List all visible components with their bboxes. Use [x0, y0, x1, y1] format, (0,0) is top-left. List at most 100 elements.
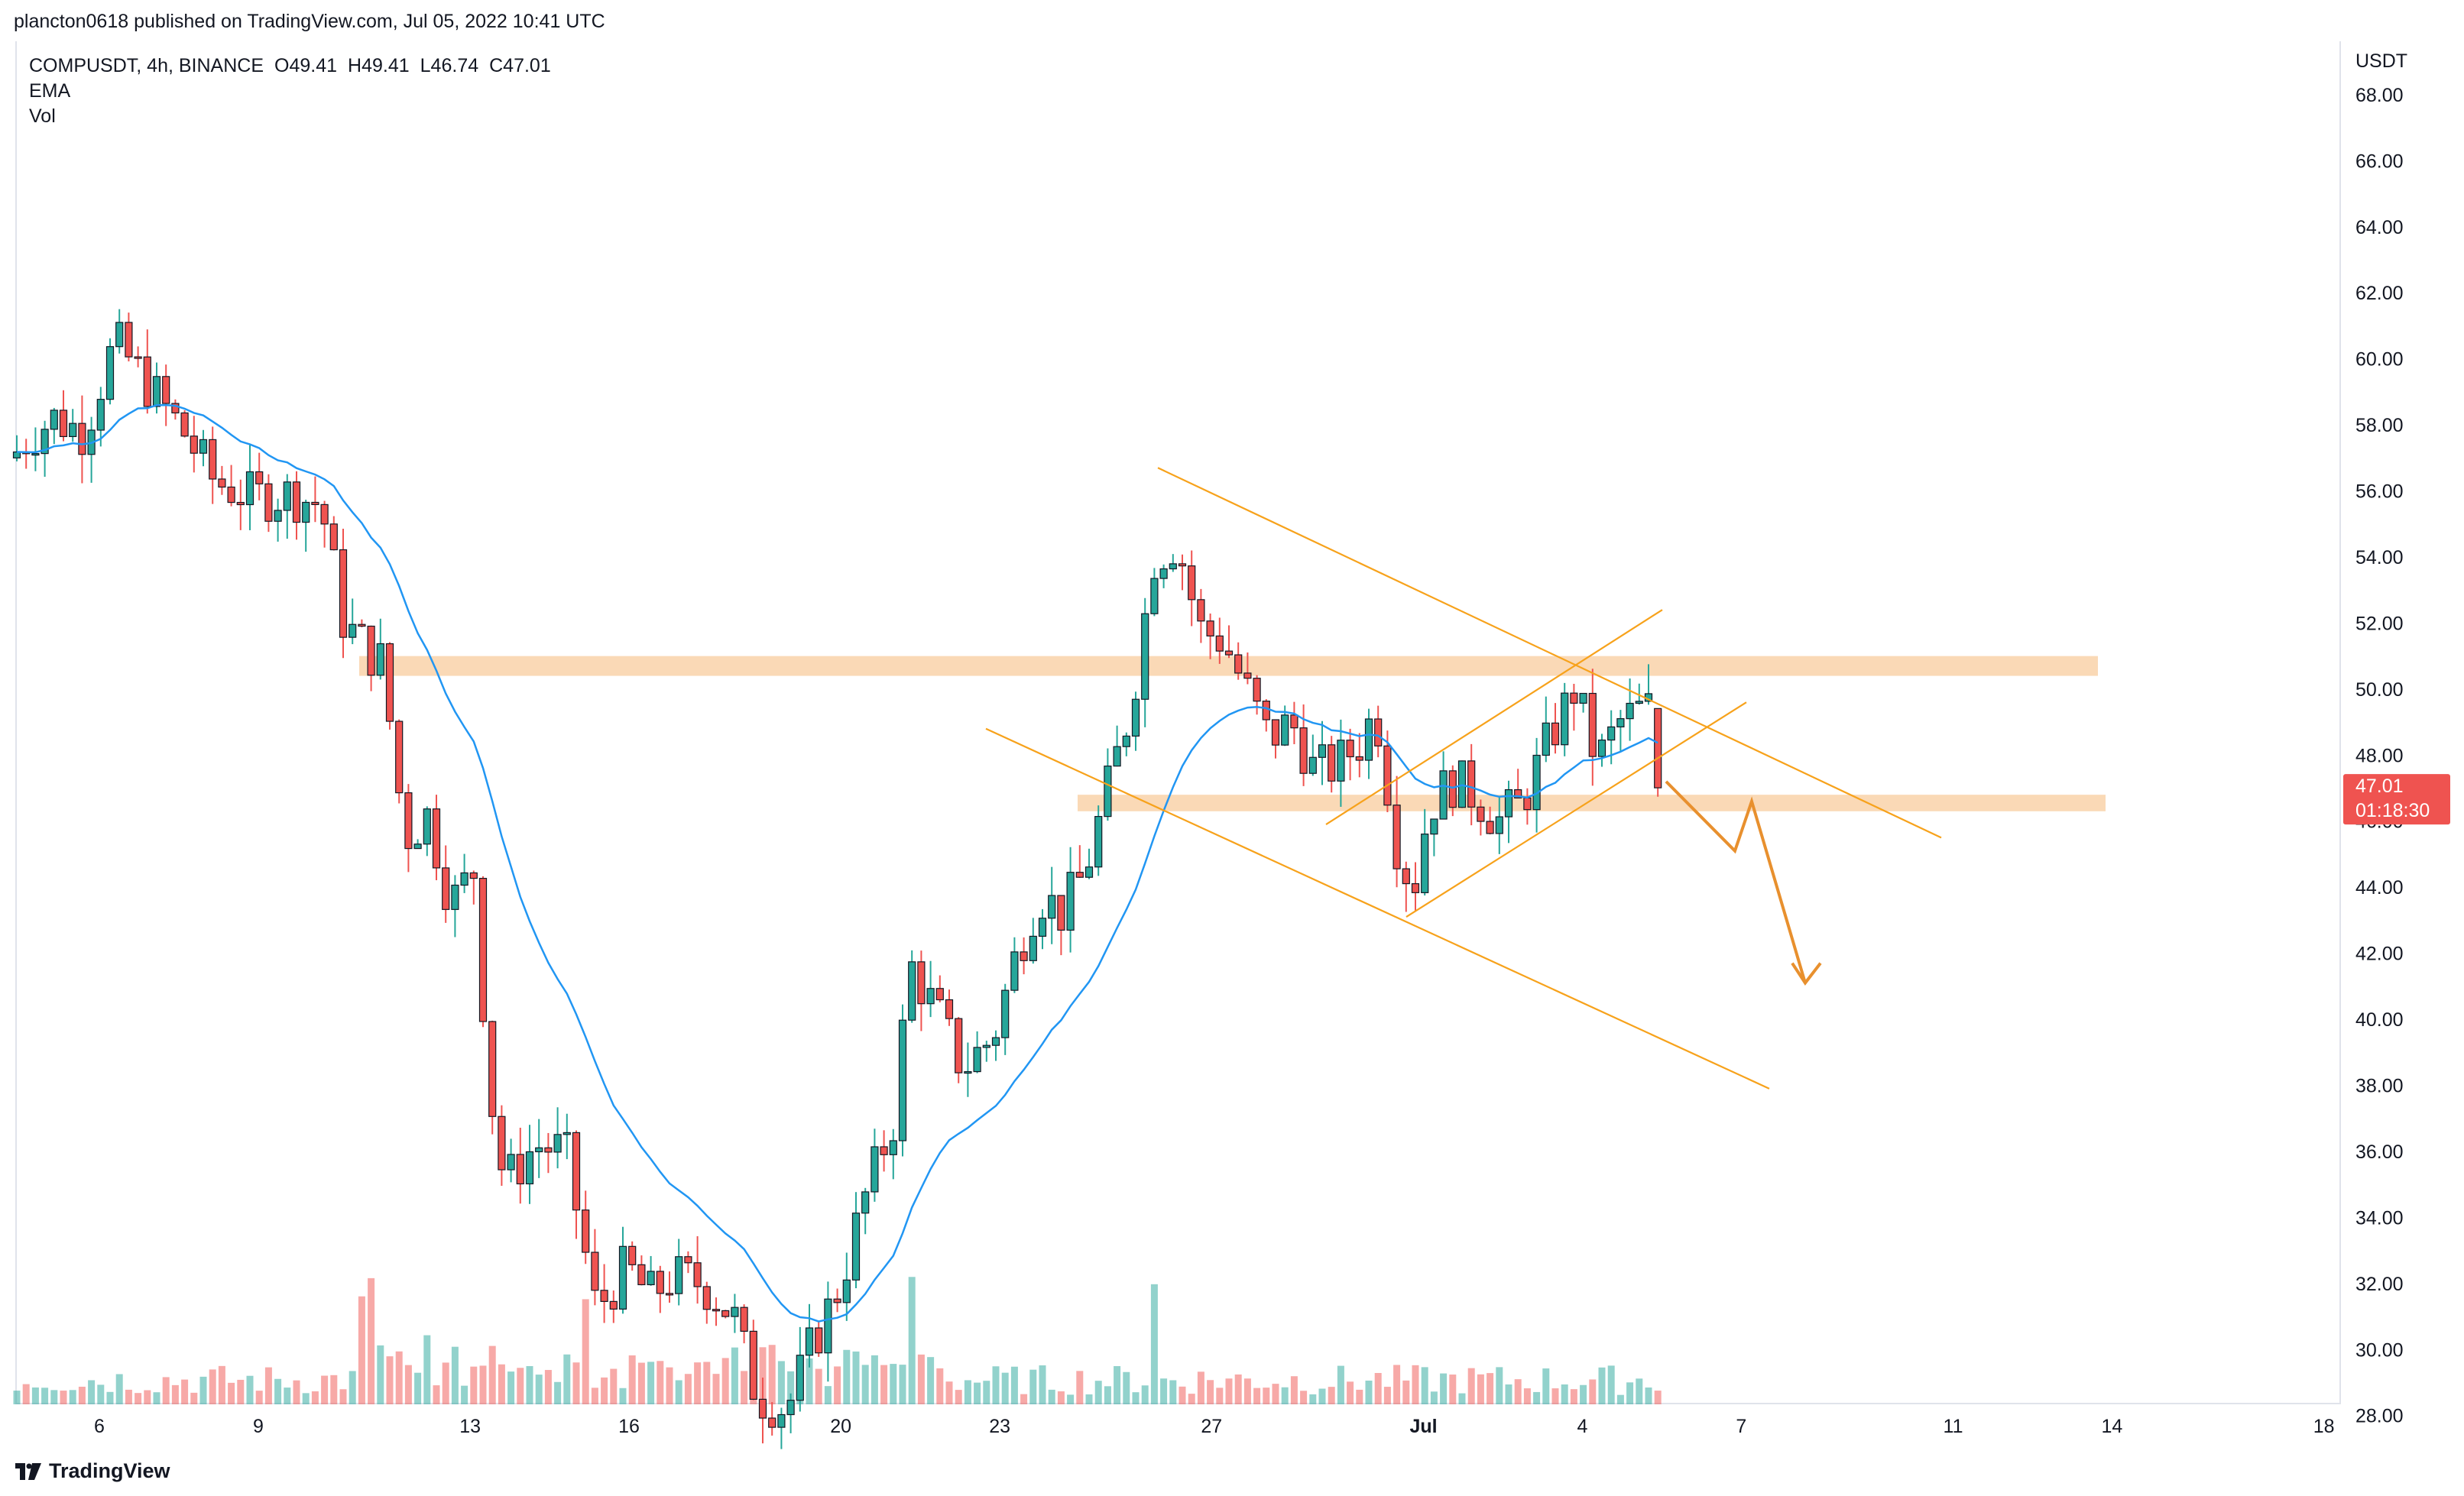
candle-body	[665, 1293, 674, 1296]
volume-bar	[199, 1376, 207, 1404]
candle-body	[413, 844, 422, 850]
volume-bar	[582, 1299, 589, 1404]
candle-body	[917, 961, 926, 1005]
volume-bar	[115, 1374, 123, 1404]
legend-open: O49.41	[274, 55, 338, 76]
projection-arrow[interactable]	[1665, 780, 1807, 984]
volume-bar	[554, 1381, 562, 1404]
descending-upper-trendline[interactable]	[1157, 467, 1942, 839]
candle-body	[1318, 744, 1327, 758]
volume-bar	[274, 1378, 282, 1404]
candle-body	[656, 1271, 664, 1294]
volume-bar	[470, 1366, 478, 1404]
volume-bar	[339, 1389, 347, 1404]
candle-body	[1364, 718, 1373, 761]
volume-bar	[703, 1362, 711, 1404]
volume-bar	[657, 1361, 664, 1404]
candle-body	[1523, 797, 1532, 811]
volume-bar	[1374, 1372, 1382, 1404]
volume-bar	[144, 1390, 151, 1404]
volume-bar	[442, 1362, 449, 1404]
volume-bar	[572, 1362, 580, 1404]
candle-body	[432, 808, 441, 869]
volume-bar	[1430, 1391, 1438, 1404]
candle-body	[955, 1018, 963, 1073]
trend-drawings	[985, 467, 1942, 1090]
volume-bar	[619, 1388, 627, 1404]
candle-body	[1430, 818, 1438, 835]
y-tick-label: 58.00	[2355, 415, 2404, 436]
x-tick-label: 16	[618, 1416, 640, 1437]
candle-body	[851, 1213, 861, 1281]
y-tick-label: 28.00	[2355, 1406, 2404, 1427]
candle-body	[871, 1146, 879, 1193]
candle-body	[59, 410, 68, 437]
candle-body	[1094, 816, 1103, 868]
candle-body	[245, 471, 255, 506]
candle-body	[498, 1116, 506, 1171]
x-tick-label: 20	[830, 1416, 851, 1437]
x-tick-label: 7	[1736, 1416, 1746, 1437]
candle-body	[618, 1245, 627, 1310]
candle-body	[1402, 868, 1410, 885]
candle-body	[1197, 599, 1205, 622]
y-tick-label: 56.00	[2355, 481, 2404, 503]
volume-bar	[591, 1388, 598, 1404]
volume-bar	[255, 1391, 263, 1404]
candle-body	[1616, 718, 1625, 727]
volume-bar	[479, 1365, 487, 1404]
candle-body	[199, 439, 208, 454]
legend: COMPUSDT, 4h, BINANCE O49.41 H49.41 L46.74 C…	[29, 53, 551, 129]
descending-lower-trendline[interactable]	[985, 727, 1770, 1090]
volume-bar	[1085, 1394, 1093, 1404]
candle-body	[740, 1307, 748, 1332]
volume-bar	[852, 1351, 860, 1404]
volume-bar	[1029, 1369, 1037, 1404]
volume-bar	[1160, 1378, 1168, 1404]
volume-bar	[1309, 1394, 1317, 1404]
tradingview-footer: TradingView	[15, 1459, 170, 1483]
volume-bar	[404, 1365, 412, 1404]
x-tick-label: 14	[2101, 1416, 2122, 1437]
volume-bar	[741, 1371, 748, 1404]
volume-bar	[945, 1381, 953, 1404]
candle-body	[488, 1021, 497, 1117]
volume-bar	[1402, 1380, 1410, 1404]
candle-body	[1084, 866, 1094, 878]
candle-body	[1299, 727, 1308, 774]
volume-bar	[1607, 1365, 1615, 1404]
volume-bar	[218, 1365, 225, 1404]
volume-bar	[246, 1375, 254, 1404]
volume-bar	[768, 1345, 776, 1404]
volume-bar	[899, 1365, 906, 1404]
volume-bar	[1616, 1394, 1624, 1404]
candle-body	[796, 1355, 804, 1401]
volume-bar	[1570, 1389, 1577, 1404]
volume-bar	[647, 1362, 655, 1404]
volume-bar	[1290, 1376, 1298, 1404]
volume-bar	[22, 1384, 30, 1404]
legend-vol: Vol	[29, 105, 56, 127]
candle-body	[1561, 692, 1569, 746]
candle-body	[712, 1309, 721, 1312]
y-tick-label: 38.00	[2355, 1076, 2404, 1097]
volume-bar	[675, 1380, 682, 1404]
volume-bar	[806, 1358, 813, 1404]
volume-bar	[759, 1347, 767, 1404]
volume-bar	[1020, 1394, 1028, 1404]
volume-bar	[684, 1374, 692, 1404]
candle-body	[982, 1044, 990, 1048]
candle-body	[209, 439, 217, 480]
rising-wedge-lower-line[interactable]	[1405, 701, 1747, 918]
price-axis: USDT 68.00 66.00 64.00 62.00 60.00 58.00 56.00 5…	[2355, 50, 2407, 1427]
volume-bar	[321, 1375, 329, 1404]
volume-bar	[1300, 1391, 1308, 1404]
rising-wedge-upper-line[interactable]	[1325, 609, 1663, 825]
volume-bar	[1076, 1371, 1084, 1404]
candle-body	[637, 1264, 646, 1286]
candle-body	[274, 510, 282, 522]
candle-body	[1001, 989, 1010, 1038]
candle-body	[404, 792, 413, 850]
volume-bar	[507, 1371, 515, 1404]
